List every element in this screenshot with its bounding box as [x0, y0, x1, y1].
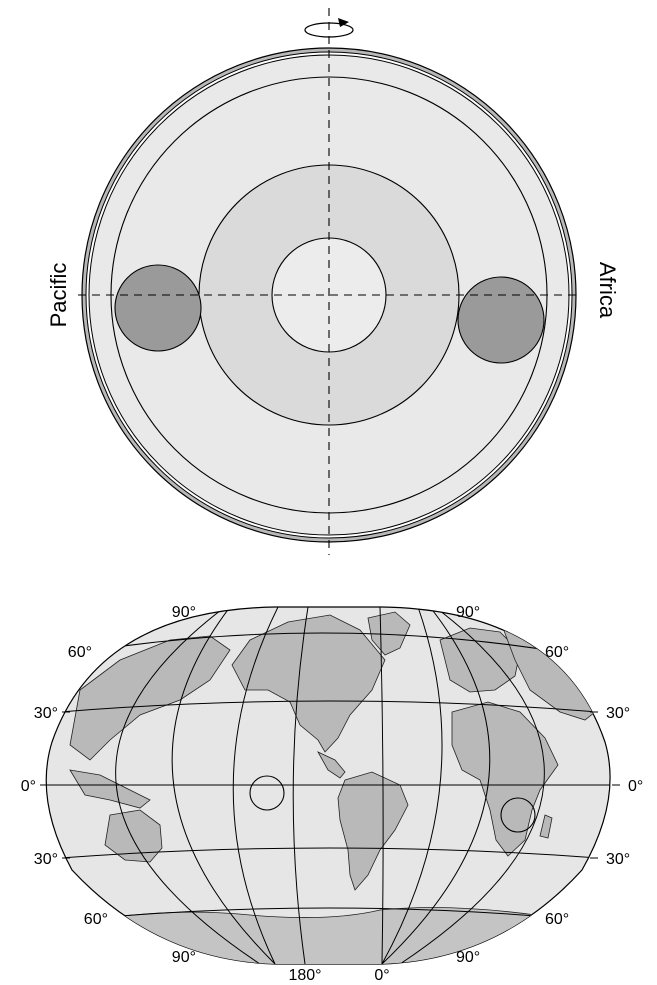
parallels — [46, 632, 611, 919]
land-north-america — [231, 614, 386, 753]
land-antarctica — [46, 907, 611, 964]
lat-label-left-0: 0° — [21, 778, 36, 795]
lat-label-right-30-top: 30° — [606, 705, 630, 722]
pacific-blob — [114, 264, 202, 352]
lon-label-180: 180° — [288, 967, 321, 984]
lon-label-0: 0° — [374, 967, 389, 984]
lat-label-left-90-top: 90° — [172, 604, 196, 621]
lat-label-right-90-bottom: 90° — [456, 949, 480, 966]
earth-cross-section: Pacific Africa — [46, 8, 620, 555]
lat-label-left-30-top: 30° — [34, 705, 58, 722]
pacific-hotspot-circle — [249, 775, 285, 811]
pacific-label: Pacific — [46, 263, 71, 328]
lat-label-left-30-bottom: 30° — [34, 851, 58, 868]
land-madagascar — [539, 814, 553, 839]
africa-hotspot-circle — [500, 797, 536, 833]
lat-label-left-60-bottom: 60° — [84, 911, 108, 928]
lat-label-right-60-top: 60° — [545, 644, 569, 661]
lat-label-left-90-bottom: 90° — [172, 949, 196, 966]
lat-label-left-60-top: 60° — [68, 644, 92, 661]
lat-ticks — [40, 711, 620, 859]
land-central-america — [317, 751, 346, 779]
land-australia — [104, 809, 163, 863]
land-greenland — [367, 611, 411, 656]
africa-label: Africa — [595, 262, 620, 319]
lat-label-right-30-bottom: 30° — [606, 851, 630, 868]
lat-label-right-60-bottom: 60° — [545, 911, 569, 928]
lat-label-right-90-top: 90° — [456, 604, 480, 621]
africa-blob — [457, 276, 545, 364]
land-se-asia — [69, 769, 151, 809]
land-africa — [451, 701, 559, 857]
lat-label-right-0: 0° — [628, 778, 643, 795]
land-asia-west — [69, 635, 231, 761]
world-map: 90° 60° 30° 0° 30° 60° 90° 90° 60° 30° 0… — [21, 604, 644, 984]
